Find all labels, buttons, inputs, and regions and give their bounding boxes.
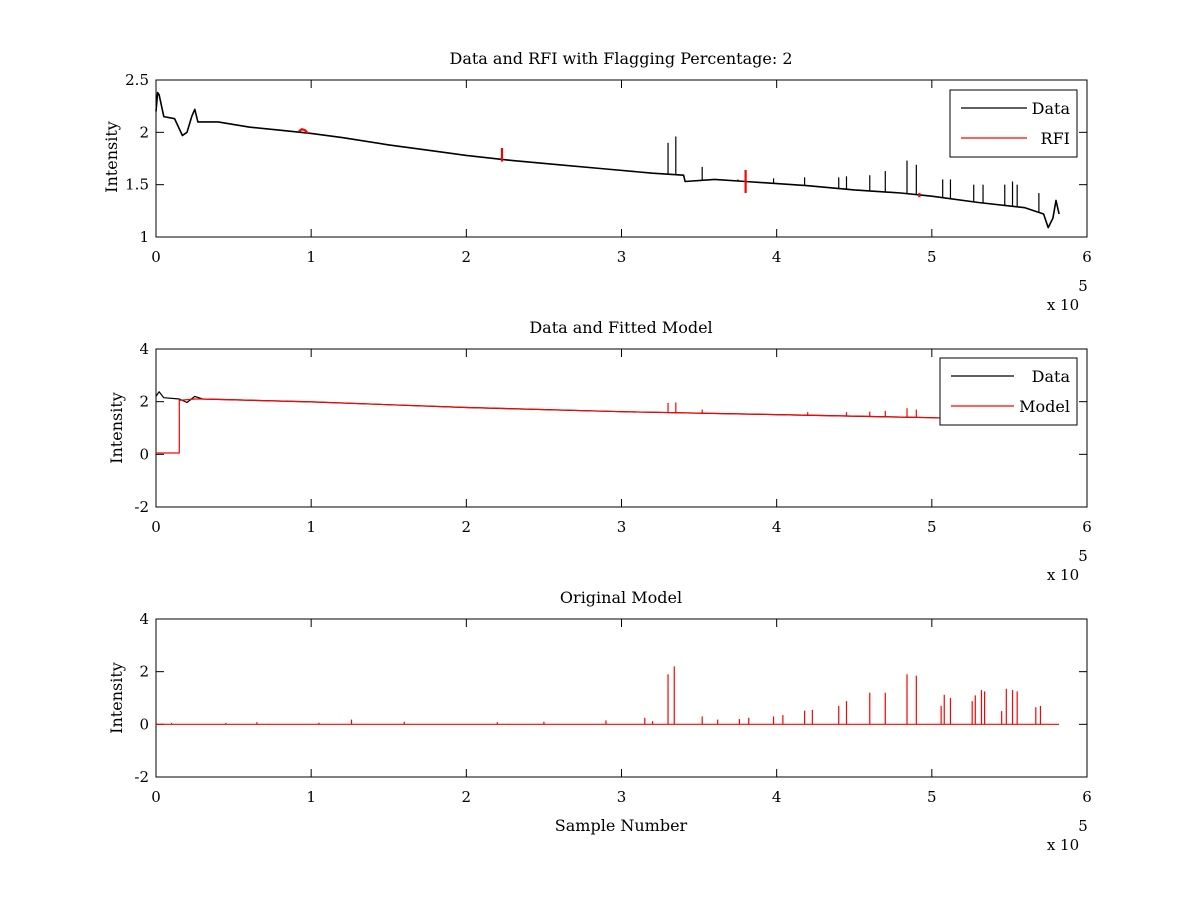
panel-rfi-x-tick-label: 2: [462, 248, 472, 266]
panel-rfi-x-tick-label: 0: [151, 248, 161, 266]
panel-original-model-x-tick-label: 1: [306, 788, 316, 806]
panel-original-model-title: Original Model: [560, 588, 682, 607]
panel-original-model-x-tick-label: 3: [617, 788, 627, 806]
panel-rfi-series-rfi: [298, 127, 921, 198]
panel-fitted-model-y-tick-label: 2: [139, 393, 149, 411]
panel-fitted-model-x-multiplier-exponent: 5: [1078, 547, 1088, 565]
panel-rfi-x-tick-label: 4: [772, 248, 782, 266]
panel-original-model-series-model: [156, 666, 1060, 725]
panel-rfi-rfi-segment: [298, 127, 309, 135]
panel-rfi-axes-box: [155, 79, 1088, 238]
panel-fitted-model-ylabel: Intensity: [107, 392, 126, 464]
panel-fitted-model-y-tick-label: 0: [139, 445, 149, 463]
panel-original-model-x-tick-label: 0: [151, 788, 161, 806]
panel-original-model-y-tick-label: 0: [139, 715, 149, 733]
panel-fitted-model-x-tick-label: 4: [772, 518, 782, 536]
panel-original-model-x-tick-label: 5: [927, 788, 937, 806]
panel-fitted-model-x-tick-label: 2: [462, 518, 472, 536]
panel-original-model-y-tick-label: 4: [139, 610, 149, 628]
panel-fitted-model-axes-box: [155, 348, 1088, 508]
panel-rfi-y-tick-label: 1: [139, 228, 149, 246]
panel-rfi-legend-label: Data: [1032, 99, 1071, 118]
panel-original-model-x-tick-label: 2: [462, 788, 472, 806]
panel-rfi-ylabel: Intensity: [102, 121, 121, 193]
panel-fitted-model-legend: Data Model: [939, 357, 1078, 426]
panel-rfi-y-tick-label: 2.5: [125, 71, 149, 89]
panel-fitted-model-x-tick-label: 0: [151, 518, 161, 536]
panel-rfi-series-data: [155, 91, 1060, 229]
panel-rfi-legend-label: RFI: [1041, 129, 1070, 148]
panel-original-model-y-tick-label: 2: [139, 663, 149, 681]
panel-rfi-legend: Data RFI: [949, 89, 1078, 158]
panel-rfi-x-tick-label: 6: [1082, 248, 1092, 266]
panel-rfi-x-tick-label: 5: [927, 248, 937, 266]
panel-rfi-y-tick-label: 1.5: [125, 176, 149, 194]
panel-rfi-title: Data and RFI with Flagging Percentage: 2: [449, 49, 792, 68]
panel-fitted-model-x-tick-label: 6: [1082, 518, 1092, 536]
panel-fitted-model-x-tick-label: 5: [927, 518, 937, 536]
panel-rfi-x-tick-label: 3: [617, 248, 627, 266]
panel-rfi-x-multiplier-exponent: 5: [1078, 277, 1088, 295]
panel-fitted-model: Data and Fitted Model Intensity 0 1 2 3 4 5 6 -…: [107, 318, 1092, 584]
panel-fitted-model-y-tick-label: 4: [139, 340, 149, 358]
panel-fitted-model-title: Data and Fitted Model: [529, 318, 712, 337]
panel-fitted-model-x-tick-label: 1: [306, 518, 316, 536]
panel-original-model-x-multiplier: x 10: [1047, 836, 1079, 854]
panel-rfi-x-tick-label: 1: [306, 248, 316, 266]
panel-rfi-legend-box: [949, 89, 1078, 158]
panel-original-model-x-tick-label: 4: [772, 788, 782, 806]
panel-rfi: Data and RFI with Flagging Percentage: 2…: [102, 49, 1092, 314]
panel-rfi-line-data: [155, 91, 1060, 229]
panel-fitted-model-x-tick-label: 3: [617, 518, 627, 536]
panel-fitted-model-x-multiplier: x 10: [1047, 566, 1079, 584]
panel-rfi-y-tick-label: 2: [139, 123, 149, 141]
panel-fitted-model-y-tick-label: -2: [134, 498, 149, 516]
panel-original-model-y-tick-label: -2: [134, 768, 149, 786]
panel-original-model-axes-box: [155, 618, 1088, 778]
panel-fitted-model-line-model: [156, 398, 1060, 454]
panel-original-model-xlabel: Sample Number: [555, 816, 688, 835]
panel-original-model-x-tick-label: 6: [1082, 788, 1092, 806]
panel-fitted-model-legend-box: [939, 357, 1078, 426]
panel-original-model-x-multiplier-exponent: 5: [1078, 817, 1088, 835]
panel-original-model-ylabel: Intensity: [107, 662, 126, 734]
panel-fitted-model-series-model: [156, 398, 1060, 454]
panel-fitted-model-legend-label: Model: [1019, 397, 1070, 416]
panel-rfi-x-multiplier: x 10: [1047, 296, 1079, 314]
panel-fitted-model-legend-label: Data: [1032, 367, 1071, 386]
